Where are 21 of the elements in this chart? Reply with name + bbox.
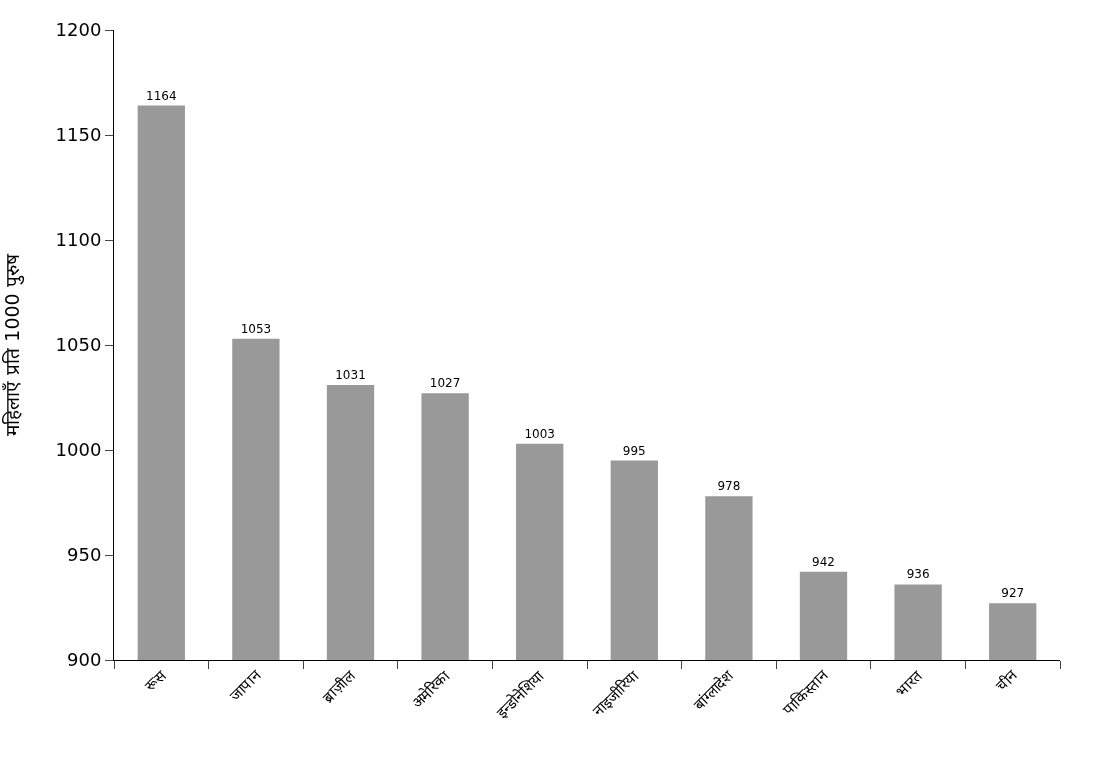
data-label: 927 bbox=[1001, 586, 1025, 601]
x-tick-label: चीन bbox=[992, 666, 1022, 696]
x-tick-label: भारत bbox=[892, 666, 927, 701]
data-label: 995 bbox=[622, 443, 646, 458]
x-tick-label: रूस bbox=[141, 666, 171, 696]
data-label: 936 bbox=[906, 567, 930, 582]
data-label: 942 bbox=[812, 554, 835, 569]
y-tick-label: 900 bbox=[67, 649, 102, 671]
y-tick-label: 950 bbox=[67, 544, 102, 566]
data-label: 1027 bbox=[429, 376, 461, 391]
data-label: 978 bbox=[717, 479, 741, 494]
y-tick-label: 1150 bbox=[55, 124, 102, 146]
y-tick-label: 1200 bbox=[55, 19, 102, 41]
data-label: 1003 bbox=[524, 426, 555, 441]
y-axis-title: महिलाएँ प्रति 1000 पुरुष bbox=[1, 253, 26, 436]
data-label: 1053 bbox=[240, 321, 272, 336]
y-tick-label: 1100 bbox=[55, 229, 102, 251]
y-tick-label: 1050 bbox=[55, 334, 102, 356]
data-label: 1164 bbox=[146, 88, 177, 103]
y-tick-label: 1000 bbox=[55, 439, 102, 461]
data-label: 1031 bbox=[335, 367, 366, 382]
